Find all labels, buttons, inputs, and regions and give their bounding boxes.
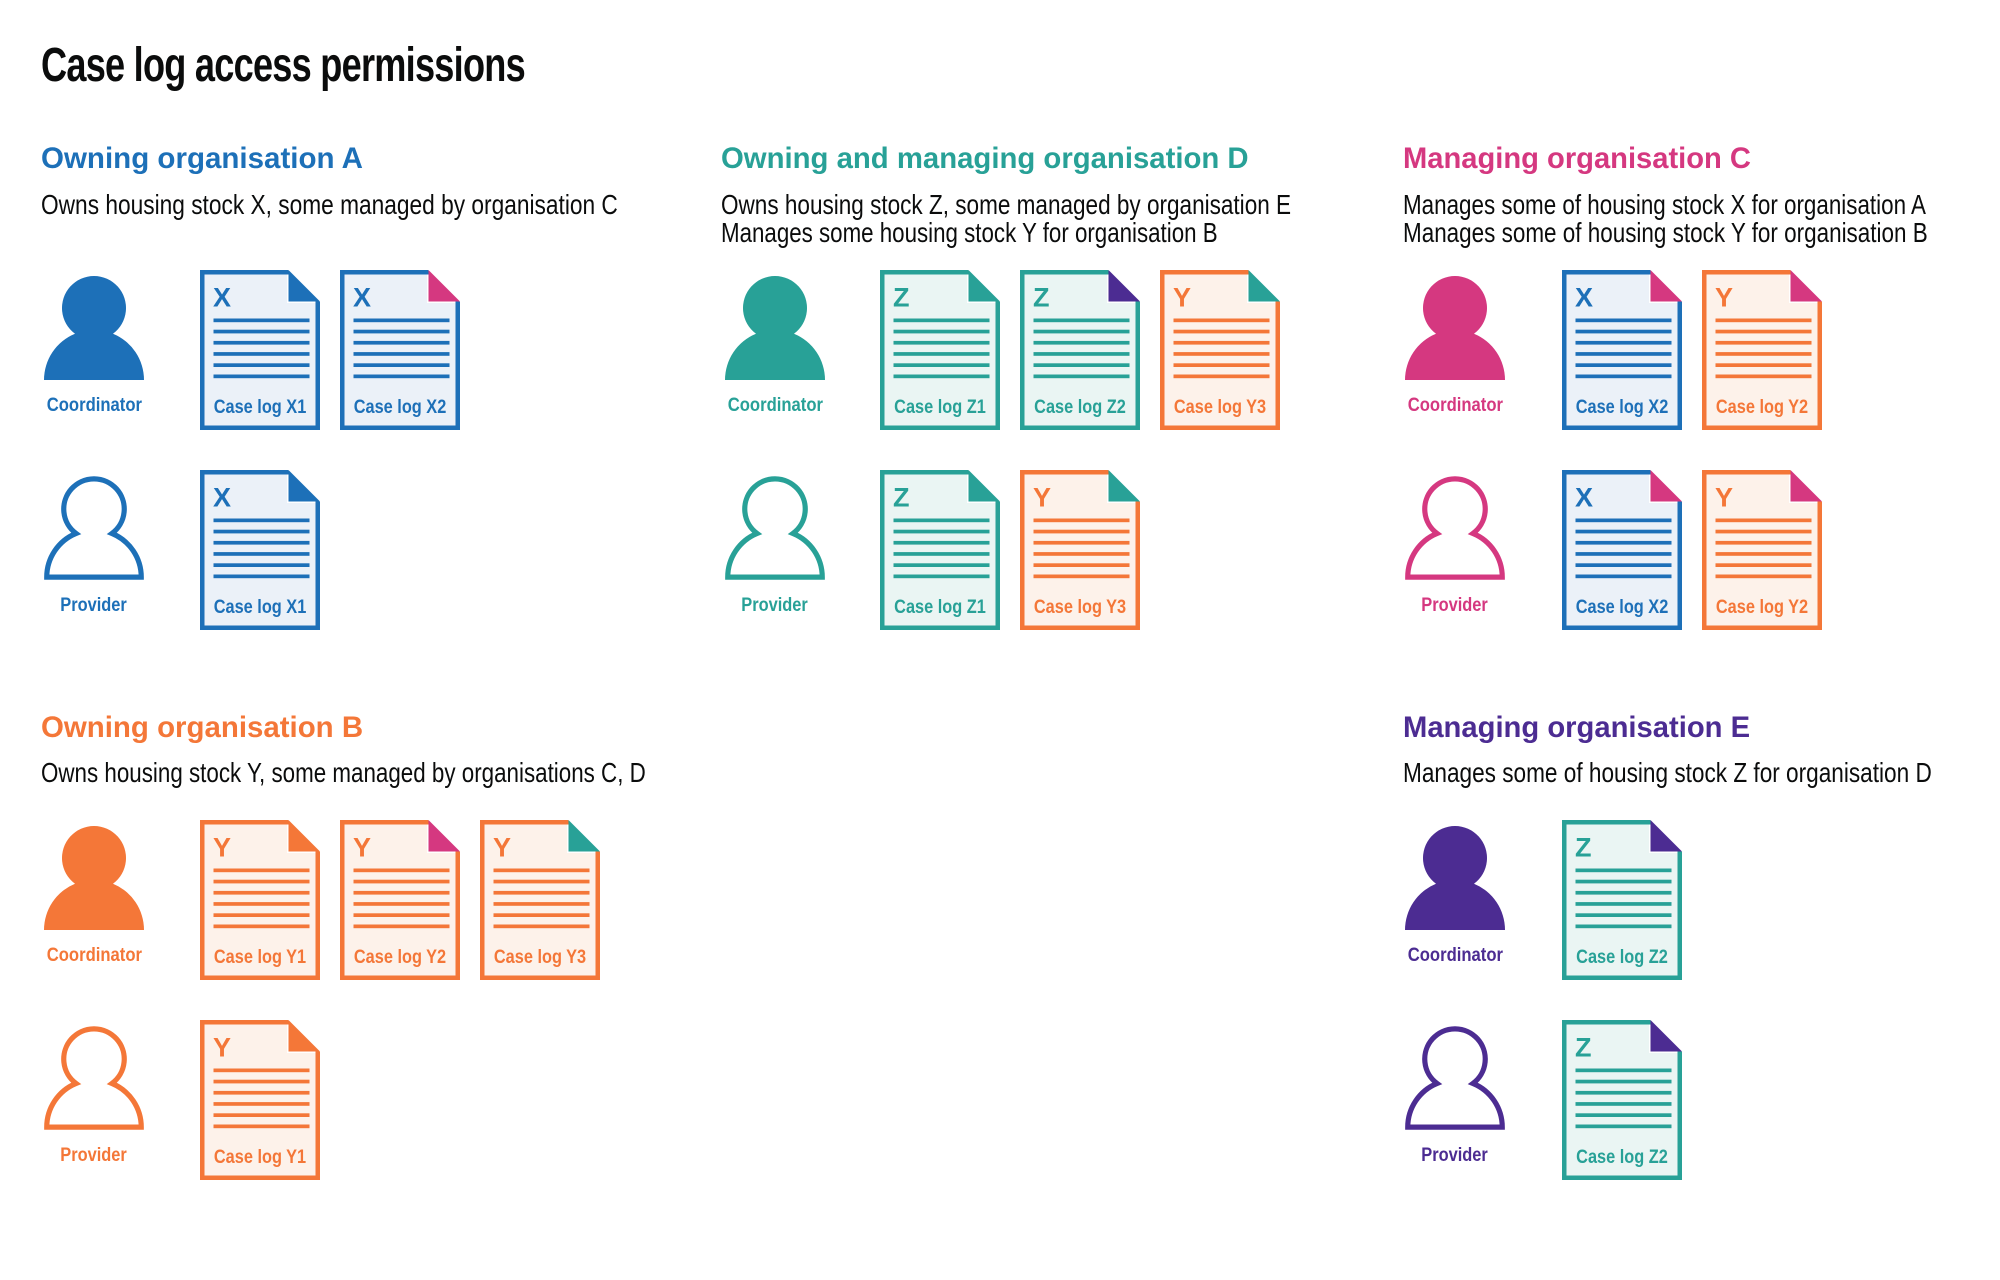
svg-text:Case log Z2: Case log Z2 [1034,396,1126,417]
svg-text:Y: Y [213,1033,231,1063]
svg-text:Y: Y [1715,483,1733,513]
svg-text:Z: Z [893,483,910,513]
svg-text:Case log Y1: Case log Y1 [214,946,306,967]
svg-text:X: X [1575,483,1593,513]
svg-text:Case log Y3: Case log Y3 [494,946,586,967]
svg-text:Case log Y2: Case log Y2 [1716,396,1808,417]
svg-text:X: X [213,283,231,313]
svg-text:Case log Z2: Case log Z2 [1576,1146,1668,1167]
svg-text:Y: Y [1173,283,1191,313]
svg-text:Z: Z [1575,833,1592,863]
svg-text:Case log X2: Case log X2 [1576,596,1669,617]
svg-text:Case log Y1: Case log Y1 [214,1146,306,1167]
svg-text:Case log Z1: Case log Z1 [894,396,986,417]
svg-text:Z: Z [893,283,910,313]
svg-text:Case log X2: Case log X2 [354,396,447,417]
svg-text:Case log Z2: Case log Z2 [1576,946,1668,967]
svg-text:Y: Y [353,833,371,863]
svg-text:Case log Z1: Case log Z1 [894,596,986,617]
svg-text:X: X [213,483,231,513]
svg-text:Z: Z [1033,283,1050,313]
svg-text:Z: Z [1575,1033,1592,1063]
svg-text:X: X [353,283,371,313]
svg-text:Case log X1: Case log X1 [214,396,307,417]
svg-text:X: X [1575,283,1593,313]
svg-text:Case log Y2: Case log Y2 [1716,596,1808,617]
svg-text:Case log Y3: Case log Y3 [1034,596,1126,617]
svg-text:Y: Y [1715,283,1733,313]
svg-text:Case log X2: Case log X2 [1576,396,1669,417]
svg-text:Y: Y [493,833,511,863]
svg-text:Y: Y [213,833,231,863]
svg-text:Case log Y2: Case log Y2 [354,946,446,967]
svg-text:Case log X1: Case log X1 [214,596,307,617]
svg-text:Y: Y [1033,483,1051,513]
svg-text:Case log Y3: Case log Y3 [1174,396,1266,417]
